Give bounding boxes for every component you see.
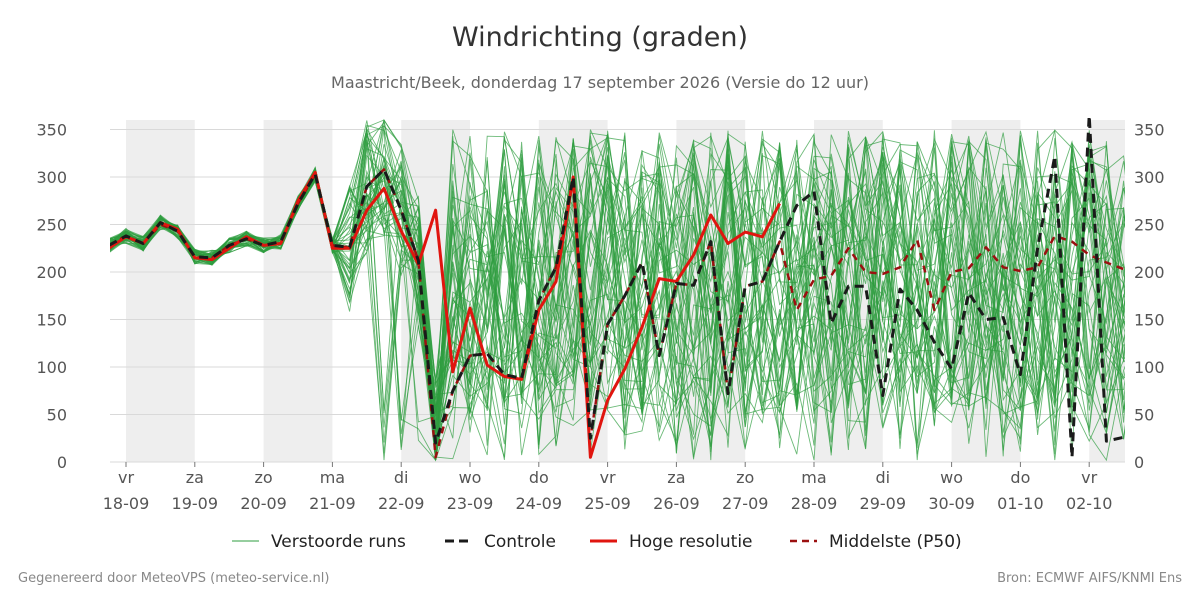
x-tick-date: 26-09: [653, 494, 700, 513]
x-tick-day: di: [875, 468, 890, 487]
x-tick-date: 22-09: [378, 494, 425, 513]
y-tick-label-left: 100: [36, 358, 67, 377]
footer-source: Bron: ECMWF AIFS/KNMI Ens: [997, 571, 1182, 586]
x-tick-day: do: [529, 468, 549, 487]
x-tick-day: vr: [1081, 468, 1097, 487]
y-tick-label-right: 300: [1134, 168, 1165, 187]
y-tick-label-right: 250: [1134, 216, 1165, 235]
x-tick-day: ma: [320, 468, 345, 487]
chart-title: Windrichting (graden): [451, 22, 749, 53]
x-tick-date: 19-09: [172, 494, 219, 513]
y-tick-label-right: 100: [1134, 358, 1165, 377]
y-tick-label-right: 150: [1134, 311, 1165, 330]
x-tick-date: 25-09: [584, 494, 631, 513]
x-tick-day: di: [394, 468, 409, 487]
x-tick-date: 02-10: [1066, 494, 1113, 513]
chart-subtitle: Maastricht/Beek, donderdag 17 september …: [331, 73, 869, 92]
day-band: [263, 120, 333, 462]
series-line-controle: [110, 118, 1125, 459]
y-tick-label-left: 200: [36, 263, 67, 282]
x-tick-day: vr: [118, 468, 134, 487]
y-tick-label-left: 350: [36, 121, 67, 140]
x-tick-date: 01-10: [997, 494, 1044, 513]
x-tick-date: 21-09: [309, 494, 356, 513]
x-tick-date: 18-09: [103, 494, 150, 513]
x-tick-date: 29-09: [860, 494, 907, 513]
x-tick-date: 20-09: [240, 494, 287, 513]
series-line-middelste-p50-: [110, 168, 1125, 459]
y-tick-label-left: 50: [47, 406, 67, 425]
y-tick-label-right: 50: [1134, 406, 1154, 425]
x-tick-date: 28-09: [791, 494, 838, 513]
y-tick-label-left: 150: [36, 311, 67, 330]
x-tick-day: ma: [801, 468, 826, 487]
x-tick-date: 23-09: [447, 494, 494, 513]
x-tick-day: zo: [736, 468, 754, 487]
x-tick-day: zo: [255, 468, 273, 487]
legend-label: Controle: [484, 532, 556, 552]
x-tick-date: 24-09: [516, 494, 563, 513]
x-tick-day: vr: [600, 468, 616, 487]
x-tick-day: wo: [940, 468, 963, 487]
series-line-hoge-resolutie: [110, 170, 781, 459]
y-tick-label-left: 0: [57, 453, 67, 472]
legend-label: Hoge resolutie: [629, 532, 753, 552]
x-tick-date: 27-09: [722, 494, 769, 513]
ensemble-member-line: [110, 125, 1125, 458]
x-tick-day: za: [186, 468, 204, 487]
x-tick-day: do: [1010, 468, 1030, 487]
y-tick-label-right: 200: [1134, 263, 1165, 282]
x-tick-date: 30-09: [928, 494, 975, 513]
footer-generated-by: Gegenereerd door MeteoVPS (meteo-service…: [18, 571, 330, 586]
legend-label: Verstoorde runs: [271, 532, 406, 552]
x-tick-day: wo: [459, 468, 482, 487]
ensemble-member-line: [110, 134, 1125, 461]
y-tick-label-right: 350: [1134, 121, 1165, 140]
y-tick-label-right: 0: [1134, 453, 1144, 472]
y-tick-label-left: 300: [36, 168, 67, 187]
y-tick-label-left: 250: [36, 216, 67, 235]
plot-area: [110, 118, 1125, 462]
legend: Verstoorde runs Controle Hoge resolutie Mid…: [232, 532, 962, 552]
x-tick-day: za: [667, 468, 685, 487]
ensemble-member-line: [110, 145, 1125, 461]
day-band: [126, 120, 195, 462]
legend-label: Middelste (P50): [829, 532, 962, 552]
